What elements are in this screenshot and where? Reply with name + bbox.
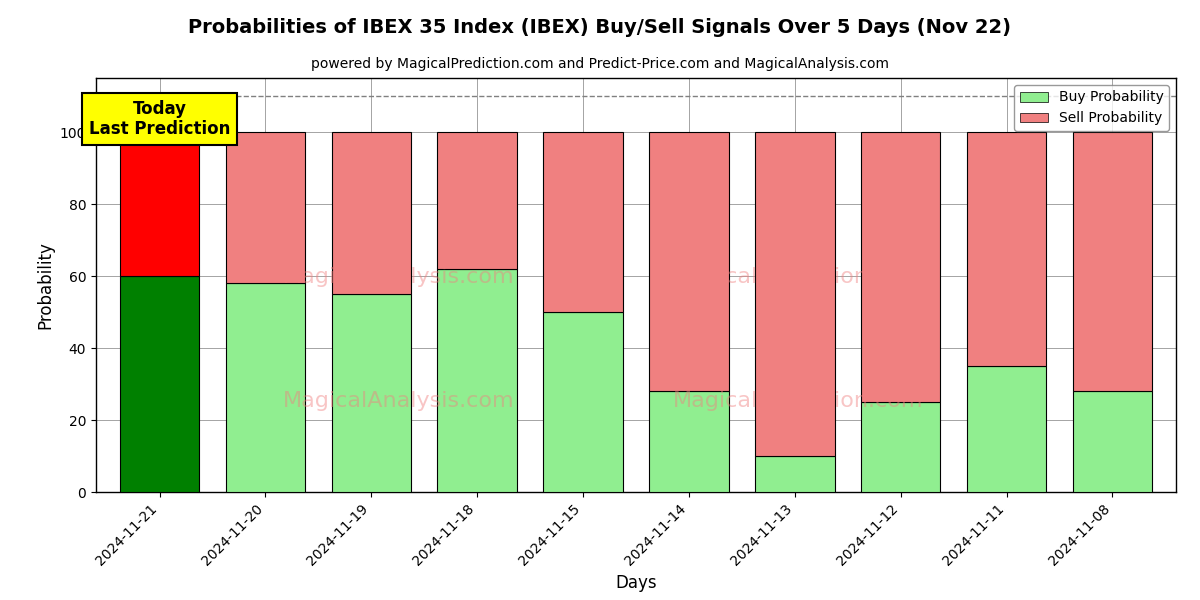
X-axis label: Days: Days xyxy=(616,574,656,592)
Bar xyxy=(967,366,1046,492)
Text: MagicalPrediction.com: MagicalPrediction.com xyxy=(673,267,923,287)
Bar xyxy=(331,294,412,492)
Bar xyxy=(226,283,305,492)
Text: MagicalPrediction.com: MagicalPrediction.com xyxy=(673,391,923,411)
Bar xyxy=(649,391,728,492)
Y-axis label: Probability: Probability xyxy=(36,241,54,329)
Text: Today
Last Prediction: Today Last Prediction xyxy=(89,100,230,139)
Bar xyxy=(438,132,517,269)
Bar xyxy=(862,132,941,402)
Bar xyxy=(438,269,517,492)
Bar xyxy=(755,132,834,456)
Bar xyxy=(862,402,941,492)
Bar xyxy=(649,132,728,391)
Text: Probabilities of IBEX 35 Index (IBEX) Buy/Sell Signals Over 5 Days (Nov 22): Probabilities of IBEX 35 Index (IBEX) Bu… xyxy=(188,18,1012,37)
Bar xyxy=(120,132,199,276)
Bar xyxy=(331,132,412,294)
Bar xyxy=(755,456,834,492)
Bar xyxy=(544,132,623,312)
Legend: Buy Probability, Sell Probability: Buy Probability, Sell Probability xyxy=(1014,85,1169,131)
Bar xyxy=(120,276,199,492)
Bar xyxy=(226,132,305,283)
Bar xyxy=(967,132,1046,366)
Text: powered by MagicalPrediction.com and Predict-Price.com and MagicalAnalysis.com: powered by MagicalPrediction.com and Pre… xyxy=(311,57,889,71)
Text: MagicalAnalysis.com: MagicalAnalysis.com xyxy=(282,391,515,411)
Bar xyxy=(1073,132,1152,391)
Bar xyxy=(1073,391,1152,492)
Text: MagicalAnalysis.com: MagicalAnalysis.com xyxy=(282,267,515,287)
Bar xyxy=(544,312,623,492)
